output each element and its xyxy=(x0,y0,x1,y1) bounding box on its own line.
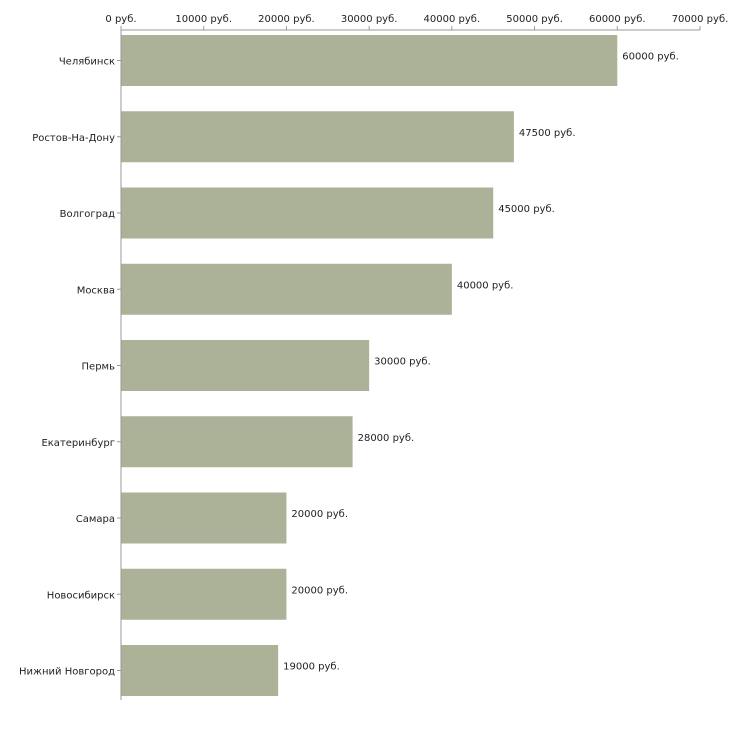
value-label: 47500 руб. xyxy=(519,128,576,139)
category-label: Челябинск xyxy=(59,57,115,68)
bar xyxy=(121,492,287,544)
category-label: Нижний Новгород xyxy=(19,667,115,678)
category-label: Волгоград xyxy=(60,209,115,220)
category-label: Пермь xyxy=(82,362,116,373)
bar xyxy=(121,187,494,239)
axes xyxy=(117,29,700,700)
category-label: Ростов-На-Дону xyxy=(32,133,115,144)
bar xyxy=(121,416,353,468)
x-tick-label: 40000 руб. xyxy=(424,14,481,25)
x-tick-label: 0 руб. xyxy=(105,14,136,25)
x-tick-label: 60000 руб. xyxy=(589,14,646,25)
value-label: 20000 руб. xyxy=(291,585,348,596)
value-label: 60000 руб. xyxy=(622,52,679,63)
x-tick-label: 30000 руб. xyxy=(341,14,398,25)
value-label: 20000 руб. xyxy=(291,509,348,520)
x-axis: 0 руб. 10000 руб. 20000 руб. 30000 руб. 4000… xyxy=(105,14,728,30)
labels: Челябинск 60000 руб. Ростов-На-Дону 47500 р… xyxy=(19,52,679,678)
category-label: Новосибирск xyxy=(47,590,115,601)
bars xyxy=(121,35,618,696)
x-tick-label: 20000 руб. xyxy=(258,14,315,25)
bar xyxy=(121,263,452,315)
category-label: Москва xyxy=(77,285,115,296)
x-tick-label: 50000 руб. xyxy=(506,14,563,25)
bar xyxy=(121,645,279,696)
bar xyxy=(121,340,370,391)
value-label: 40000 руб. xyxy=(457,280,514,291)
value-label: 45000 руб. xyxy=(498,204,555,215)
value-label: 19000 руб. xyxy=(283,662,340,673)
x-tick-label: 10000 руб. xyxy=(175,14,232,25)
value-label: 28000 руб. xyxy=(358,433,415,444)
x-tick-label: 70000 руб. xyxy=(672,14,729,25)
category-label: Самара xyxy=(76,514,115,525)
bar xyxy=(121,111,514,163)
bar xyxy=(121,568,287,620)
category-label: Екатеринбург xyxy=(41,438,115,449)
value-label: 30000 руб. xyxy=(374,357,431,368)
bar xyxy=(121,35,618,86)
